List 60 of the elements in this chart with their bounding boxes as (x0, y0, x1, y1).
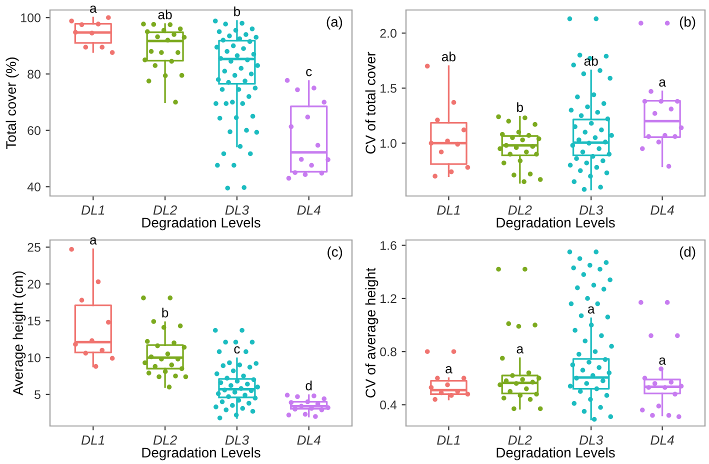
annotation: a (90, 237, 97, 245)
annotation: (c) (328, 246, 342, 260)
annotation: b (162, 308, 168, 318)
annotation: d (306, 380, 312, 390)
annotation: (d) (680, 246, 696, 260)
y-axis-title: CV of total cover (365, 52, 376, 154)
x-tick-label: DL3 (225, 205, 249, 215)
annotation: c (234, 346, 240, 354)
x-tick-label: DL1 (437, 206, 460, 215)
y-tick-label: 25 (28, 242, 40, 252)
x-tick-label: DL1 (81, 436, 104, 445)
annotation: ab (442, 52, 456, 62)
y-tick-label: 5 (34, 390, 40, 400)
x-tick-label: DL2 (508, 205, 532, 215)
x-axis-title: Degradation Levels (496, 217, 615, 230)
y-axis-title: Total cover (%) (6, 58, 19, 149)
x-tick-label: DL4 (297, 206, 320, 215)
y-tick-label: 0.8 (380, 347, 396, 356)
y-tick-label: 1.5 (380, 84, 396, 93)
y-tick-label: 80 (28, 70, 40, 79)
x-tick-label: DL3 (579, 435, 604, 445)
x-tick-label: DL4 (650, 436, 674, 445)
annotation: a (516, 346, 524, 354)
y-tick-label: 40 (27, 182, 40, 192)
y-tick-label: 100 (21, 13, 40, 22)
y-axis-title: Average height (cm) (12, 271, 26, 396)
x-tick-label: DL4 (297, 436, 320, 445)
x-tick-label: DL2 (153, 435, 177, 445)
annotation: a (446, 366, 452, 374)
y-tick-label: 10 (28, 353, 40, 362)
y-tick-label: 1.6 (380, 241, 396, 250)
annotation: ab (158, 10, 172, 20)
y-axis-title: CV of average height (365, 268, 378, 398)
annotation: a (659, 358, 666, 365)
annotation: a (90, 6, 97, 13)
x-axis-title: Degradation Levels (142, 217, 260, 230)
x-axis-title: Degradation Levels (142, 447, 260, 460)
x-tick-label: DL1 (81, 206, 104, 215)
annotation: b (234, 6, 240, 16)
y-tick-label: 2.0 (380, 28, 396, 38)
annotation: ab (584, 56, 598, 66)
x-tick-label: DL1 (437, 436, 460, 445)
y-tick-label: 15 (28, 316, 40, 326)
annotation: a (659, 79, 666, 87)
annotation: a (588, 306, 595, 314)
y-tick-label: 0.4 (380, 400, 397, 410)
x-tick-label: DL2 (153, 205, 177, 215)
annotation: b (517, 102, 524, 112)
x-tick-label: DL4 (650, 206, 674, 215)
x-tick-label: DL3 (579, 205, 604, 215)
annotation: (b) (680, 16, 696, 30)
x-tick-label: DL2 (508, 435, 532, 445)
annotation: c (306, 68, 312, 76)
x-tick-label: DL3 (225, 435, 249, 445)
y-tick-label: 1.0 (380, 138, 396, 148)
y-tick-label: 20 (28, 280, 40, 289)
y-tick-label: 1.2 (380, 294, 396, 303)
x-axis-title: Degradation Levels (496, 447, 615, 460)
y-tick-label: 60 (28, 126, 40, 135)
annotation: (a) (326, 16, 342, 30)
